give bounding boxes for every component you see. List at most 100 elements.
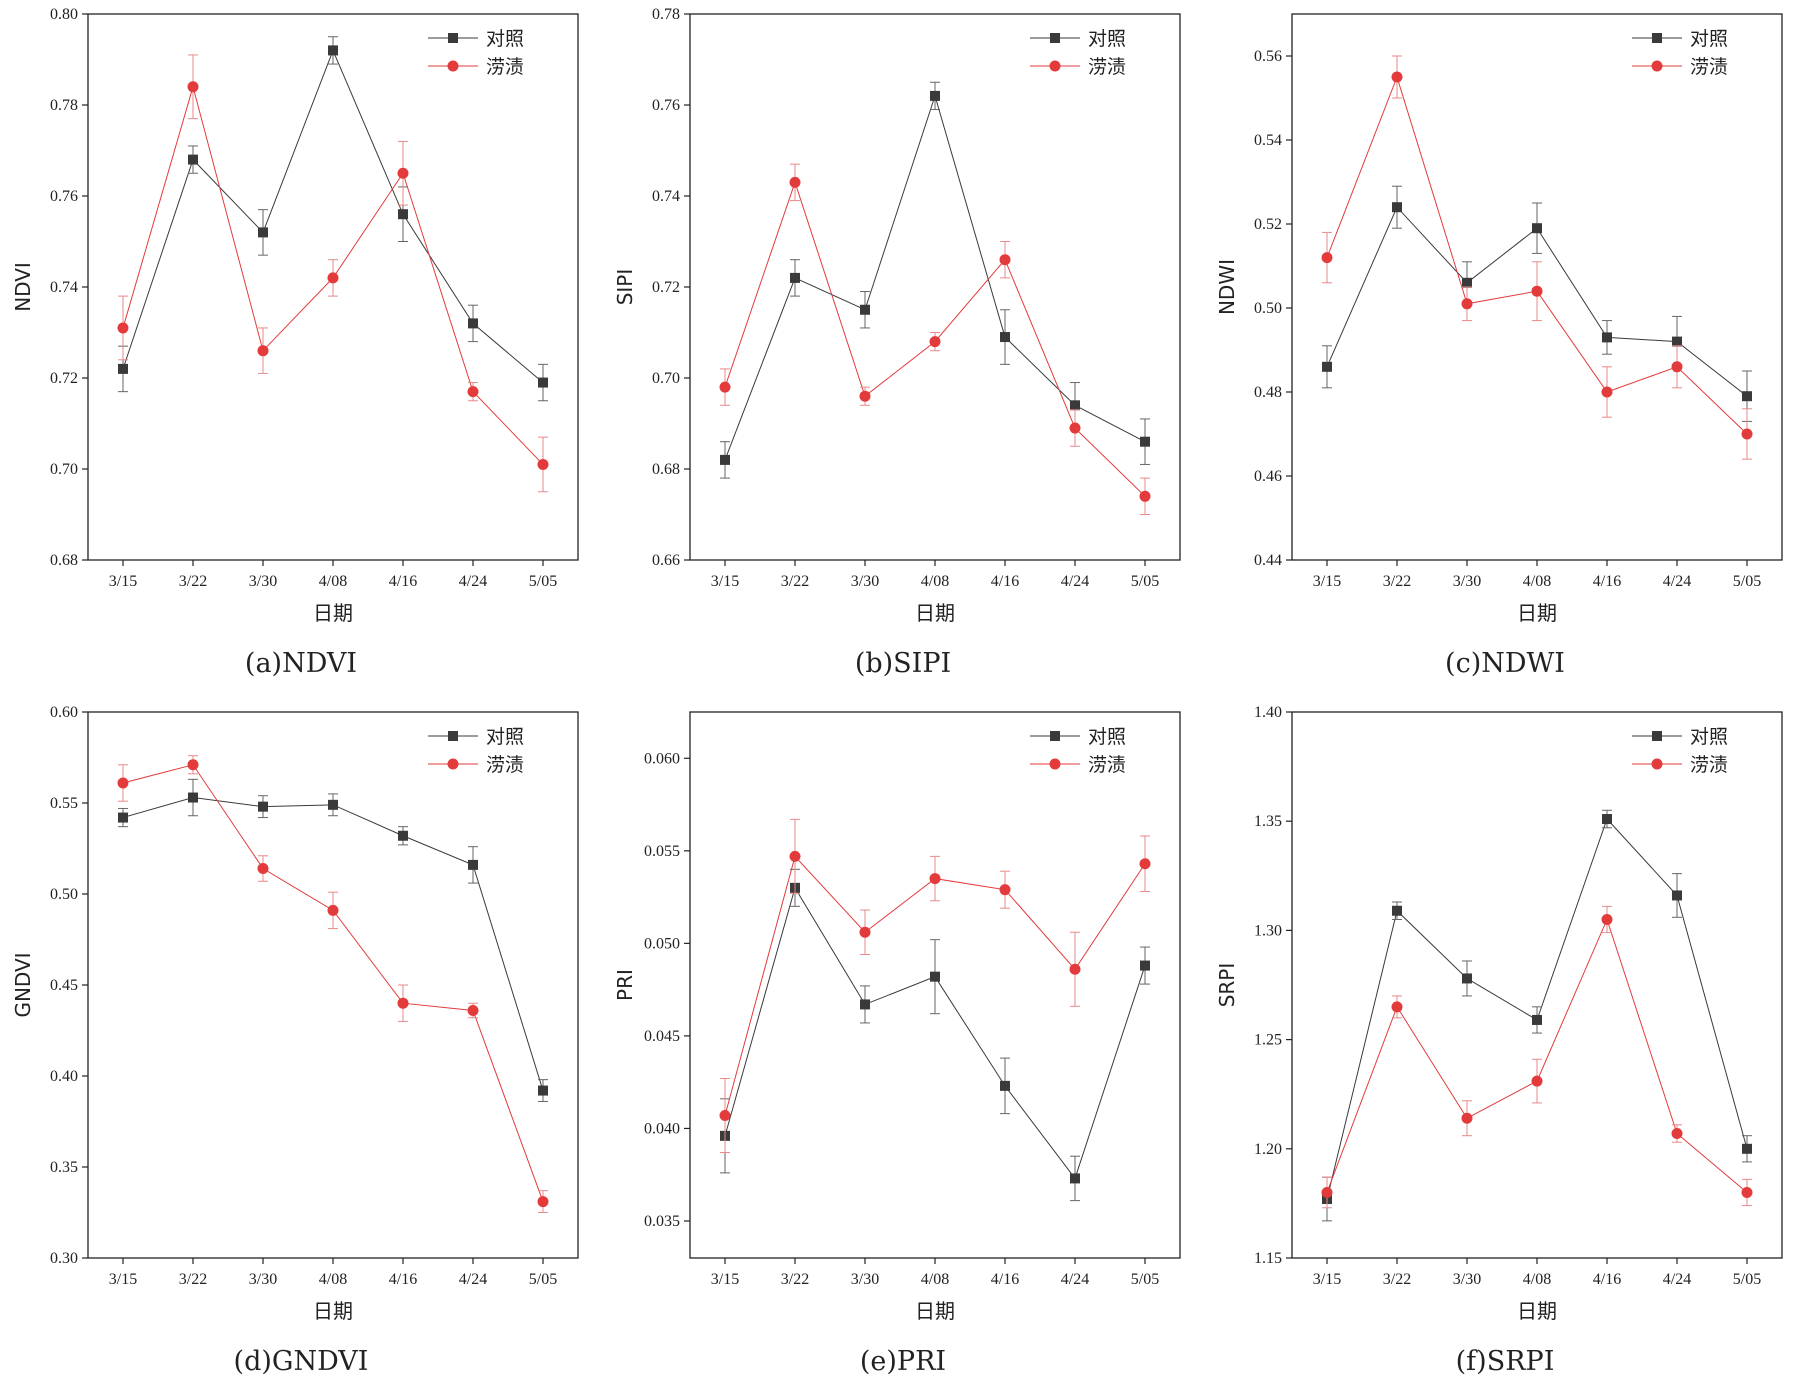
data-point xyxy=(1601,913,1613,925)
y-tick-label: 1.30 xyxy=(1254,922,1282,939)
data-point xyxy=(720,454,730,465)
data-point xyxy=(1070,1173,1080,1184)
data-point xyxy=(929,336,941,348)
x-tick-label: 4/08 xyxy=(1523,573,1551,590)
data-point xyxy=(258,227,268,238)
chart-ndvi: 0.68 0.70 0.72 0.74 0.76 0.78 0.80 3/15 3/22 3/30… xyxy=(11,6,579,625)
data-point xyxy=(1672,890,1682,901)
y-axis-label: PRI xyxy=(613,969,637,1001)
x-axis-label: 日期 xyxy=(313,1299,353,1323)
data-point xyxy=(188,154,198,165)
y-tick-label: 0.68 xyxy=(652,461,680,478)
x-tick-label: 3/15 xyxy=(109,573,137,590)
data-point xyxy=(999,254,1011,266)
data-point xyxy=(1602,814,1612,825)
series-line-1 xyxy=(1326,75,1748,435)
series-line-0 xyxy=(122,797,544,1091)
panel-ndwi: 0.44 0.46 0.48 0.50 0.52 0.54 0.56 3/15 3/22 3/30… xyxy=(1204,0,1806,698)
y-axis-label: NDVI xyxy=(11,262,35,312)
series-line-0 xyxy=(724,94,1146,461)
legend-label-1: 涝渍 xyxy=(1088,754,1126,776)
x-tick-label: 4/24 xyxy=(1663,1271,1691,1288)
data-point xyxy=(537,1196,549,1208)
data-point xyxy=(1602,332,1612,343)
y-tick-label: 0.72 xyxy=(50,370,78,387)
legend-marker-1 xyxy=(1651,60,1663,72)
y-tick-label: 0.80 xyxy=(50,6,78,23)
y-tick-label: 0.55 xyxy=(50,795,78,812)
data-point xyxy=(1322,361,1332,372)
y-tick-label: 0.60 xyxy=(50,704,78,721)
panel-sipi: 0.66 0.68 0.70 0.72 0.74 0.76 0.78 3/15 3/22 3/30… xyxy=(602,0,1204,698)
y-tick-label: 0.30 xyxy=(50,1250,78,1267)
data-point xyxy=(187,759,199,771)
data-point xyxy=(467,386,479,398)
data-point xyxy=(1140,960,1150,971)
data-point xyxy=(930,90,940,101)
y-tick-label: 0.055 xyxy=(644,843,680,860)
y-tick-label: 0.44 xyxy=(1254,552,1282,569)
legend-label-0: 对照 xyxy=(1088,726,1126,748)
chart-ndwi: 0.44 0.46 0.48 0.50 0.52 0.54 0.56 3/15 3/22 3/30… xyxy=(1215,13,1783,625)
data-point xyxy=(1461,298,1473,310)
caption-gndvi: (d)GNDVI xyxy=(233,1346,369,1377)
x-tick-label: 3/15 xyxy=(109,1271,137,1288)
data-point xyxy=(1139,490,1151,502)
x-axis-label: 日期 xyxy=(1517,601,1557,625)
legend-marker-0 xyxy=(1652,731,1662,741)
data-point xyxy=(257,863,269,875)
data-point xyxy=(1391,71,1403,83)
y-axis-label: GNDVI xyxy=(11,952,35,1017)
data-point xyxy=(1321,1186,1333,1198)
y-axis-label: SIPI xyxy=(613,269,637,306)
data-point xyxy=(790,272,800,283)
x-tick-label: 3/30 xyxy=(249,573,277,590)
chart-pri: 0.035 0.040 0.045 0.050 0.055 0.060 3/15 3/22 3/… xyxy=(613,711,1181,1323)
y-tick-label: 0.050 xyxy=(644,935,680,952)
data-point xyxy=(859,390,871,402)
y-tick-label: 0.70 xyxy=(50,461,78,478)
data-point xyxy=(1671,361,1683,373)
x-axis-label: 日期 xyxy=(1517,1299,1557,1323)
data-point xyxy=(789,176,801,188)
legend-marker-0 xyxy=(448,731,458,741)
y-tick-label: 0.035 xyxy=(644,1213,680,1230)
data-point xyxy=(719,1109,731,1121)
data-point xyxy=(1392,905,1402,916)
legend-marker-1 xyxy=(1651,758,1663,770)
data-point xyxy=(1741,1186,1753,1198)
caption-pri: (e)PRI xyxy=(859,1346,947,1377)
legend-label-1: 涝渍 xyxy=(1088,56,1126,78)
y-tick-label: 0.68 xyxy=(50,552,78,569)
x-axis-label: 日期 xyxy=(915,601,955,625)
legend-marker-0 xyxy=(1652,33,1662,43)
legend-marker-1 xyxy=(1049,758,1061,770)
data-point xyxy=(1672,336,1682,347)
x-tick-label: 3/30 xyxy=(249,1271,277,1288)
x-tick-label: 4/16 xyxy=(991,1271,1019,1288)
y-tick-label: 0.74 xyxy=(50,279,78,296)
x-tick-label: 4/24 xyxy=(1663,573,1691,590)
caption-sipi: (b)SIPI xyxy=(854,648,952,679)
data-point xyxy=(1000,1080,1010,1091)
y-tick-label: 1.15 xyxy=(1254,1250,1282,1267)
series-line-1 xyxy=(122,764,544,1202)
caption-srpi: (f)SRPI xyxy=(1455,1346,1555,1377)
y-axis-label: NDWI xyxy=(1215,259,1239,315)
y-tick-label: 0.72 xyxy=(652,279,680,296)
panel-pri: 0.035 0.040 0.045 0.050 0.055 0.060 3/15 3/22 3/… xyxy=(602,698,1204,1396)
legend-label-1: 涝渍 xyxy=(1690,56,1728,78)
y-tick-label: 0.74 xyxy=(652,188,680,205)
legend-marker-1 xyxy=(1049,60,1061,72)
data-point xyxy=(327,272,339,284)
data-point xyxy=(1741,428,1753,440)
legend-label-0: 对照 xyxy=(486,28,524,50)
data-point xyxy=(1069,422,1081,434)
data-point xyxy=(1462,973,1472,984)
legend-label-1: 涝渍 xyxy=(486,754,524,776)
chart-sipi: 0.66 0.68 0.70 0.72 0.74 0.76 0.78 3/15 3/22 3/30… xyxy=(613,6,1181,625)
data-point xyxy=(1140,436,1150,447)
y-tick-label: 0.46 xyxy=(1254,468,1282,485)
caption-ndwi: (c)NDWI xyxy=(1445,648,1565,679)
data-point xyxy=(1391,1001,1403,1013)
